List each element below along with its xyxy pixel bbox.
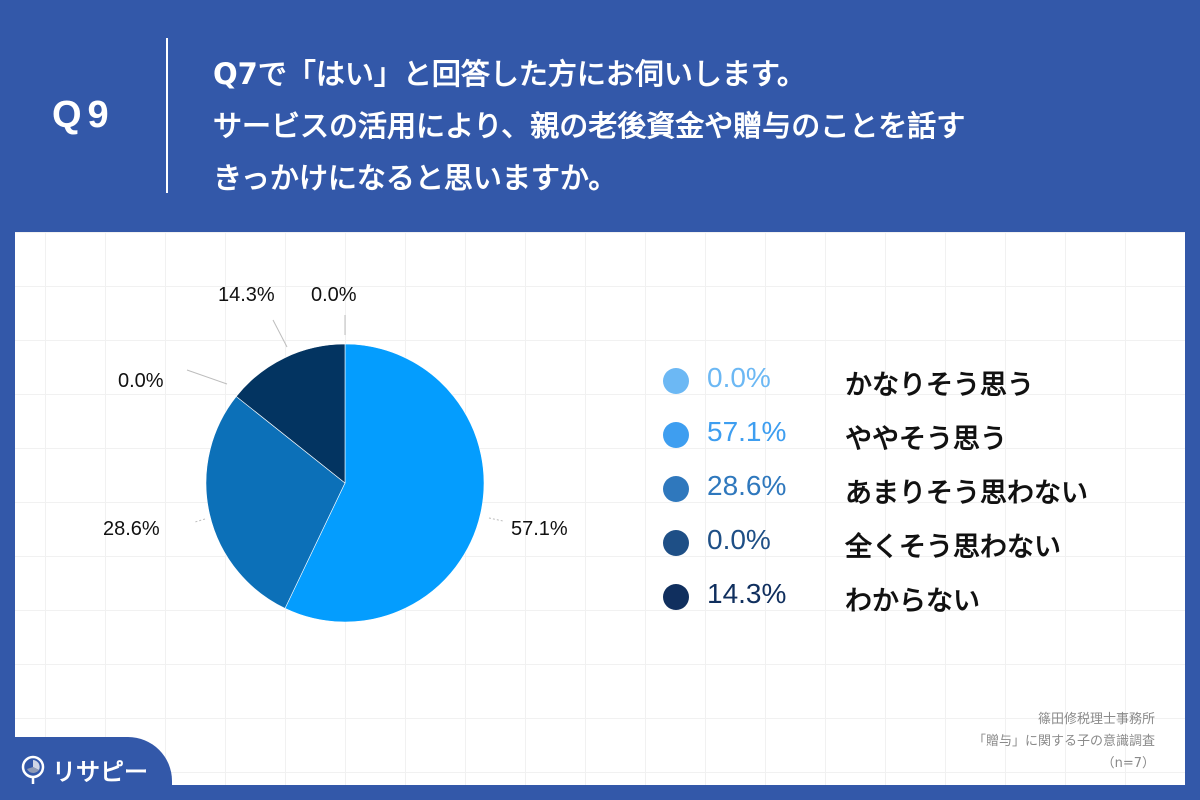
legend-percentage: 0.0% bbox=[707, 524, 771, 555]
pie-slice bbox=[235, 343, 346, 484]
legend-percentage: 14.3% bbox=[707, 578, 787, 609]
pie-slices bbox=[205, 343, 485, 623]
leader-line-left-upper bbox=[186, 369, 228, 385]
brand-name: リサピー bbox=[52, 758, 148, 786]
legend-label: 全くそう思わない bbox=[845, 532, 1061, 563]
legend-item: 57.1% ややそう思う bbox=[663, 414, 1133, 468]
question-number: Q9 bbox=[52, 94, 115, 136]
source-organization: 篠田修税理士事務所 bbox=[1037, 712, 1155, 727]
legend-percentage: 0.0% bbox=[707, 362, 771, 393]
map-pin-chart-icon bbox=[21, 755, 45, 784]
leader-line-top-left bbox=[272, 319, 288, 348]
legend-dot-icon bbox=[663, 368, 689, 394]
source-sample-size: （n=7） bbox=[1101, 756, 1155, 771]
leader-lines bbox=[186, 315, 504, 523]
brand-logo: リサピー bbox=[20, 752, 148, 787]
legend-dot-icon bbox=[663, 422, 689, 448]
legend-label: あまりそう思わない bbox=[845, 478, 1088, 509]
chart-legend: 0.0% かなりそう思う 57.1% ややそう思う 28.6% あまりそう思わな… bbox=[663, 360, 1133, 630]
legend-item: 14.3% わからない bbox=[663, 576, 1133, 630]
pie-label-top-right: 0.0% bbox=[311, 284, 357, 306]
pie-label-top-left: 14.3% bbox=[218, 284, 275, 306]
legend-dot-icon bbox=[663, 476, 689, 502]
question-header: Q9 Q7で「はい」と回答した方にお伺いします。 サービスの活用により、親の老後… bbox=[0, 0, 1200, 232]
question-text: Q7で「はい」と回答した方にお伺いします。 サービスの活用により、親の老後資金や… bbox=[213, 48, 1173, 204]
legend-label: かなりそう思う bbox=[845, 370, 1034, 401]
legend-percentage: 28.6% bbox=[707, 470, 787, 501]
legend-percentage: 57.1% bbox=[707, 416, 787, 447]
leader-line-right bbox=[488, 517, 504, 522]
source-survey-title: 「贈与」に関する子の意識調査 bbox=[972, 734, 1155, 749]
pie-label-left: 28.6% bbox=[103, 518, 160, 540]
chart-panel: 0.0% 14.3% 0.0% 28.6% 57.1% 0.0% かなりそう思う… bbox=[15, 232, 1185, 785]
pie-slice bbox=[205, 396, 346, 609]
question-line-1: Q7で「はい」と回答した方にお伺いします。 bbox=[213, 57, 806, 91]
header-divider bbox=[166, 38, 168, 193]
question-line-3: きっかけになると思いますか。 bbox=[213, 161, 618, 195]
source-note: 篠田修税理士事務所 「贈与」に関する子の意識調査 （n=7） bbox=[973, 709, 1155, 775]
legend-dot-icon bbox=[663, 584, 689, 610]
leader-line-left bbox=[194, 518, 206, 523]
legend-item: 0.0% 全くそう思わない bbox=[663, 522, 1133, 576]
pie-label-right: 57.1% bbox=[511, 518, 568, 540]
legend-label: ややそう思う bbox=[845, 424, 1007, 455]
legend-item: 0.0% かなりそう思う bbox=[663, 360, 1133, 414]
legend-item: 28.6% あまりそう思わない bbox=[663, 468, 1133, 522]
pie-chart bbox=[186, 315, 504, 623]
legend-label: わからない bbox=[845, 586, 980, 617]
pie-label-left-upper: 0.0% bbox=[118, 370, 164, 392]
pie-slice bbox=[284, 343, 485, 623]
legend-dot-icon bbox=[663, 530, 689, 556]
question-line-2: サービスの活用により、親の老後資金や贈与のことを話す bbox=[213, 109, 966, 143]
